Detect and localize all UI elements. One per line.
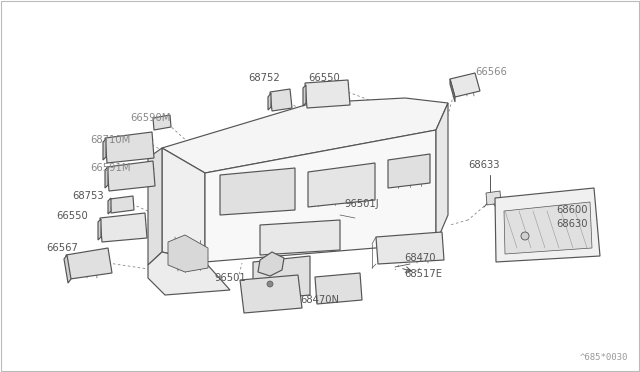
Polygon shape xyxy=(220,168,295,215)
Polygon shape xyxy=(268,93,271,110)
Polygon shape xyxy=(305,80,350,108)
Text: 68470: 68470 xyxy=(404,253,435,263)
Circle shape xyxy=(521,232,529,240)
Text: 66550: 66550 xyxy=(308,73,340,83)
Text: 66590M: 66590M xyxy=(130,113,170,123)
Polygon shape xyxy=(258,252,284,276)
Polygon shape xyxy=(162,98,448,173)
Polygon shape xyxy=(148,148,162,265)
Polygon shape xyxy=(315,273,362,304)
Text: 66567: 66567 xyxy=(46,243,78,253)
Text: 68633: 68633 xyxy=(468,160,499,170)
Text: 66566: 66566 xyxy=(475,67,507,77)
Polygon shape xyxy=(450,73,480,97)
Polygon shape xyxy=(168,235,208,272)
Polygon shape xyxy=(388,154,430,188)
Polygon shape xyxy=(105,167,108,188)
Text: 66591M: 66591M xyxy=(90,163,131,173)
Polygon shape xyxy=(270,89,292,111)
Text: 68517E: 68517E xyxy=(404,269,442,279)
Text: 68600: 68600 xyxy=(556,205,588,215)
Circle shape xyxy=(267,281,273,287)
Text: 68710M: 68710M xyxy=(90,135,131,145)
Polygon shape xyxy=(253,256,310,300)
Polygon shape xyxy=(100,213,147,242)
Text: 68630: 68630 xyxy=(556,219,588,229)
Polygon shape xyxy=(64,255,71,283)
Polygon shape xyxy=(98,219,101,240)
Polygon shape xyxy=(260,220,340,255)
Polygon shape xyxy=(504,202,592,254)
Polygon shape xyxy=(303,85,306,106)
Polygon shape xyxy=(486,191,501,205)
Polygon shape xyxy=(450,79,455,102)
Polygon shape xyxy=(308,163,375,207)
Polygon shape xyxy=(153,115,171,130)
Polygon shape xyxy=(107,161,155,191)
Text: 66550: 66550 xyxy=(56,211,88,221)
Text: 96501J: 96501J xyxy=(344,199,379,209)
Text: 68752: 68752 xyxy=(248,73,280,83)
Text: 96501: 96501 xyxy=(214,273,246,283)
Polygon shape xyxy=(66,248,112,279)
Polygon shape xyxy=(162,148,205,262)
Text: 68753: 68753 xyxy=(72,191,104,201)
Polygon shape xyxy=(436,103,448,243)
Polygon shape xyxy=(148,252,230,295)
Text: ^685*0030: ^685*0030 xyxy=(580,353,628,362)
Polygon shape xyxy=(376,232,444,264)
Text: 68470N: 68470N xyxy=(300,295,339,305)
Polygon shape xyxy=(495,188,600,262)
Polygon shape xyxy=(108,198,111,214)
Polygon shape xyxy=(205,130,436,262)
Polygon shape xyxy=(110,196,134,213)
Polygon shape xyxy=(103,139,106,160)
Polygon shape xyxy=(105,132,154,163)
Polygon shape xyxy=(240,275,302,313)
